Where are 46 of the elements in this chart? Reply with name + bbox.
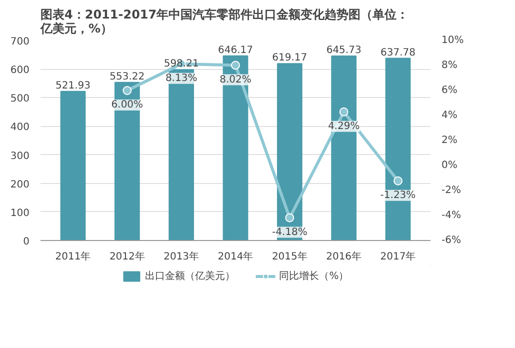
data-label: 646.17 — [218, 44, 254, 56]
x-tick-label: 2014年 — [218, 250, 254, 262]
data-label: 645.73 — [326, 45, 362, 56]
data-label: 637.78 — [380, 47, 416, 58]
y-tick-label: 200 — [10, 179, 30, 190]
point — [339, 107, 348, 116]
y-tick-label: 700 — [10, 36, 30, 48]
y-tick-label: 400 — [10, 122, 30, 134]
bar — [60, 90, 86, 240]
data-label: -4.18% — [272, 226, 308, 238]
data-label: 4.29% — [328, 120, 360, 132]
legend-label: 出口金额（亿美元） — [145, 270, 236, 283]
y-tick-label: 600 — [10, 65, 30, 76]
y2-tick-label: 0% — [442, 160, 458, 171]
point — [122, 86, 132, 95]
x-tick-label: 2013年 — [164, 250, 200, 262]
x-tick-label: 2017年 — [380, 250, 416, 262]
y-tick-label: 300 — [10, 150, 30, 162]
x-tick-label: 2012年 — [109, 250, 145, 262]
legend-label: 同比增长（%） — [279, 270, 349, 283]
data-label: 598.21 — [164, 58, 199, 70]
y2-tick-label: -4% — [442, 210, 461, 221]
point — [394, 176, 402, 186]
data-label: 553.22 — [110, 71, 145, 82]
data-label: -1.23% — [380, 190, 416, 201]
y2-tick-label: -6% — [442, 235, 461, 246]
y-tick-label: 500 — [10, 94, 30, 105]
x-tick-label: 2016年 — [326, 250, 362, 262]
y2-tick-label: 10% — [442, 35, 464, 46]
x-tick-label: 2015年 — [272, 250, 308, 262]
data-label: 8.02% — [220, 74, 252, 86]
y2-tick-label: 4% — [442, 110, 458, 121]
y2-tick-label: 8% — [442, 60, 458, 71]
x-tick-label: 2011年 — [55, 250, 91, 262]
chart-title: 图表4：2011-2017年中国汽车零部件出口金额变化趋势图（单位：亿美元，%） — [40, 8, 409, 36]
data-label: 521.93 — [56, 80, 91, 92]
y2-tick-label: -2% — [442, 185, 461, 196]
point — [231, 60, 240, 70]
y2-tick-label: 2% — [442, 135, 458, 146]
data-label: 8.13% — [165, 72, 198, 84]
y2-tick-label: 6% — [442, 85, 458, 96]
point — [285, 213, 294, 222]
y-tick-label: 100 — [10, 208, 30, 219]
data-label: 6.00% — [111, 100, 144, 110]
y-tick-label: 0 — [23, 236, 30, 248]
data-label: 619.17 — [272, 52, 308, 64]
